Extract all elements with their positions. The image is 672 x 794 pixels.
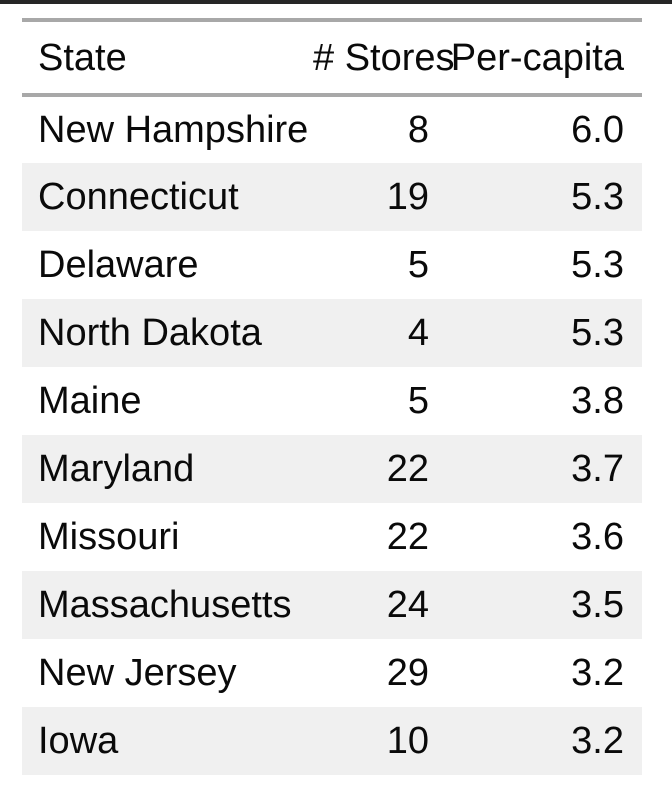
state-cell: North Dakota: [38, 312, 262, 354]
per-capita-cell: 5.3: [571, 176, 624, 218]
state-cell: Missouri: [38, 516, 180, 558]
column-header-state: State: [38, 36, 127, 79]
stores-cell: 19: [386, 176, 429, 218]
table-row: Missouri 22 3.6: [22, 503, 642, 571]
table-row: Iowa 10 3.2: [22, 707, 642, 775]
stores-cell: 5: [407, 244, 429, 286]
state-cell: Massachusetts: [38, 584, 292, 626]
column-header-stores: # Stores: [313, 36, 455, 79]
state-cell: Maryland: [38, 448, 195, 490]
table-row: New Jersey 29 3.2: [22, 639, 642, 707]
stores-cell: 24: [386, 584, 429, 626]
table-row: Delaware 5 5.3: [22, 231, 642, 299]
per-capita-cell: 3.8: [571, 380, 624, 422]
table-row: Maine 5 3.8: [22, 367, 642, 435]
stores-cell: 8: [407, 109, 429, 151]
stores-cell: 10: [386, 720, 429, 762]
per-capita-cell: 3.7: [571, 448, 624, 490]
stores-cell: 5: [407, 380, 429, 422]
table-row: Connecticut 19 5.3: [22, 163, 642, 231]
per-capita-cell: 3.2: [571, 720, 624, 762]
per-capita-cell: 3.5: [571, 584, 624, 626]
state-cell: New Jersey: [38, 652, 237, 694]
per-capita-cell: 5.3: [571, 244, 624, 286]
state-cell: New Hampshire: [38, 109, 309, 151]
state-cell: Delaware: [38, 244, 199, 286]
table-row: Massachusetts 24 3.5: [22, 571, 642, 639]
header-row: State # Stores Per-capita: [22, 20, 642, 95]
per-capita-cell: 6.0: [571, 109, 624, 151]
state-cell: Iowa: [38, 720, 119, 762]
stores-table-container: State # Stores Per-capita New Hampshire …: [22, 18, 642, 775]
stores-cell: 22: [386, 516, 429, 558]
per-capita-cell: 5.3: [571, 312, 624, 354]
top-rule: [0, 0, 672, 4]
per-capita-cell: 3.2: [571, 652, 624, 694]
stores-cell: 29: [386, 652, 429, 694]
state-cell: Connecticut: [38, 176, 239, 218]
stores-cell: 4: [407, 312, 429, 354]
table-row: New Hampshire 8 6.0: [22, 95, 642, 163]
state-cell: Maine: [38, 380, 142, 422]
column-header-per-capita: Per-capita: [450, 36, 624, 79]
table-row: North Dakota 4 5.3: [22, 299, 642, 367]
stores-cell: 22: [386, 448, 429, 490]
table-row: Maryland 22 3.7: [22, 435, 642, 503]
per-capita-cell: 3.6: [571, 516, 624, 558]
stores-table: State # Stores Per-capita New Hampshire …: [22, 18, 642, 775]
